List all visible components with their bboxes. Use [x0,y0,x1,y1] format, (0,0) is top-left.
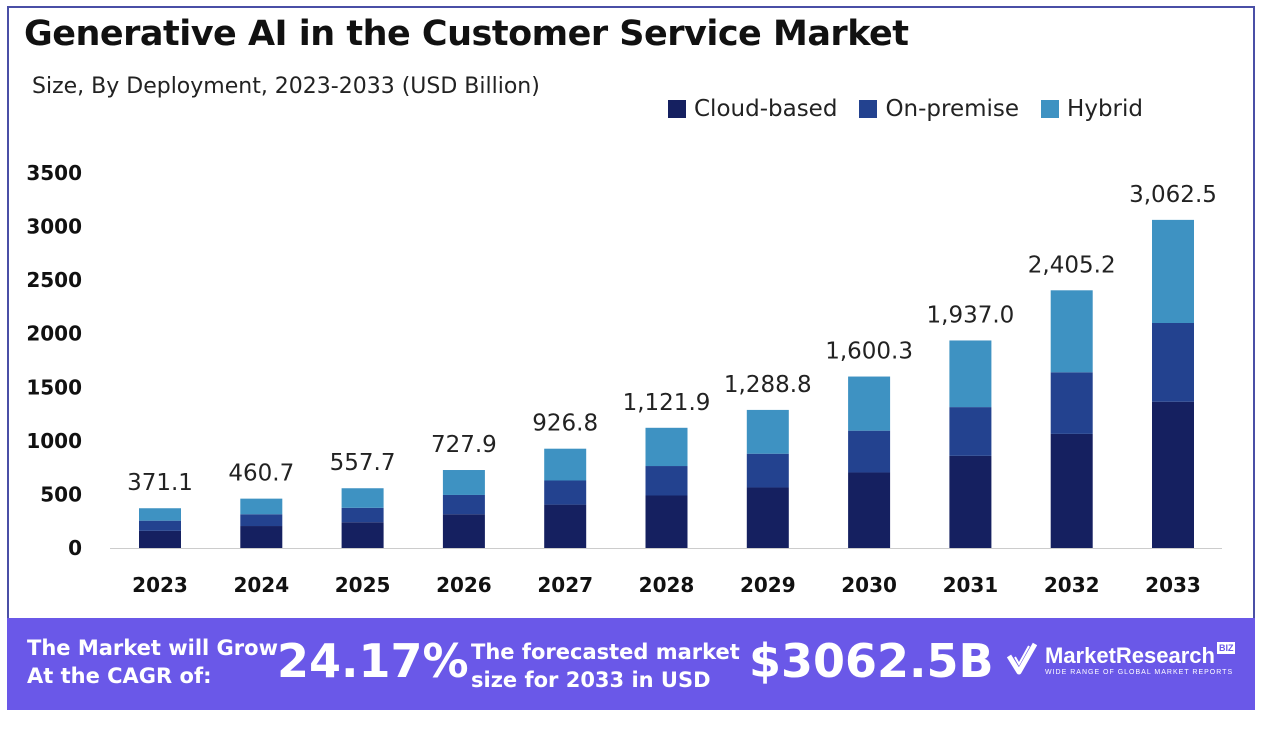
brand-name: MarketResearch BIZ [1045,641,1236,669]
legend-swatch-on-premise [859,100,878,118]
bar-segment-hybrid-2031 [949,340,992,408]
brand-tagline: WIDE RANGE OF GLOBAL MARKET REPORTS [1045,668,1234,676]
bar-segment-cloud-based-2026 [442,514,485,548]
bar-segment-on-premise-2027 [544,480,587,505]
x-tick-label: 2029 [740,573,796,597]
bar-segment-hybrid-2030 [848,376,891,431]
legend-label-on-premise: On-premise [885,96,1020,122]
legend: Cloud-based On-premise Hybrid [668,96,1143,122]
bar-segment-hybrid-2024 [240,498,283,515]
summary-banner: The Market will Grow At the CAGR of: 24.… [7,618,1255,710]
bar-segment-cloud-based-2028 [645,495,688,548]
y-tick-label: 0 [68,536,82,560]
legend-swatch-cloud [668,100,686,118]
bar-total-label: 557.7 [330,450,396,476]
bar-total-label: 926.8 [532,411,598,437]
y-tick-label: 500 [40,482,82,506]
bar-total-label: 460.7 [228,461,294,487]
bar-total-label: 371.1 [127,470,193,496]
legend-label-cloud: Cloud-based [694,96,838,122]
bar-segment-hybrid-2028 [645,427,688,467]
forecast-label: The forecasted market size for 2033 in U… [471,638,740,694]
bar-segment-cloud-based-2025 [341,522,384,548]
brand-name-text: MarketResearch [1045,642,1215,668]
y-tick-label: 3500 [26,161,82,185]
bar-total-label: 2,405.2 [1028,252,1116,278]
x-tick-label: 2033 [1145,573,1201,597]
y-tick-label: 2500 [26,268,82,292]
bar-segment-on-premise-2031 [949,407,992,456]
bar-segment-hybrid-2025 [341,488,384,508]
stacked-bar-chart: 0 500 1000 1500 2000 2500 3000 3500 371.1 2023 460… [26,161,1222,597]
x-tick-label: 2025 [335,573,391,597]
forecast-label-line1: The forecasted market [471,640,740,664]
bar-total-label: 1,937.0 [927,302,1015,328]
cagr-label-line1: The Market will Grow [27,636,278,660]
bar-segment-hybrid-2033 [1152,219,1194,323]
checkmark-logo-icon [1007,642,1037,675]
bar-segment-cloud-based-2033 [1152,401,1194,548]
y-tick-label: 1000 [26,429,82,453]
x-tick-label: 2028 [639,573,695,597]
brand-suffix: BIZ [1216,641,1236,654]
bar-segment-on-premise-2026 [442,494,485,515]
bar-segment-cloud-based-2029 [746,487,789,548]
brand-logo: MarketResearch BIZ WIDE RANGE OF GLOBAL M… [1007,641,1236,676]
bar-segment-hybrid-2023 [139,508,181,521]
bar-segment-cloud-based-2031 [949,455,992,548]
bar-segment-cloud-based-2032 [1050,433,1093,548]
legend-swatch-hybrid [1041,100,1060,118]
chart-frame [7,6,1255,710]
forecast-value: $3062.5B [749,634,994,688]
bar-total-label: 1,288.8 [724,372,812,398]
bar-segment-on-premise-2025 [341,507,384,523]
bar-segment-on-premise-2030 [848,430,891,473]
bar-segment-hybrid-2026 [442,470,485,495]
bar-segment-cloud-based-2023 [139,530,181,548]
legend-label-hybrid: Hybrid [1067,96,1143,122]
bar-segment-cloud-based-2027 [544,504,587,548]
bar-segment-on-premise-2028 [645,466,688,496]
x-tick-label: 2024 [233,573,289,597]
legend-item-hybrid: Hybrid [1041,96,1143,122]
bar-total-label: 1,600.3 [825,339,913,365]
bar-total-label: 727.9 [431,432,497,458]
y-tick-label: 3000 [26,215,82,239]
x-tick-label: 2023 [132,573,188,597]
chart-title: Generative AI in the Customer Service Ma… [24,14,909,54]
cagr-label-line2: At the CAGR of: [27,664,212,688]
forecast-label-line2: size for 2033 in USD [471,668,711,692]
bar-segment-on-premise-2023 [139,520,181,531]
bar-segment-on-premise-2024 [240,514,283,527]
chart-subtitle: Size, By Deployment, 2023-2033 (USD Bill… [32,74,540,99]
cagr-label: The Market will Grow At the CAGR of: [27,634,278,690]
bar-segment-hybrid-2032 [1050,290,1093,373]
cagr-value: 24.17% [277,634,469,688]
bar-total-label: 3,062.5 [1129,182,1217,208]
bar-segment-hybrid-2029 [746,409,789,454]
x-tick-label: 2032 [1044,573,1100,597]
y-tick-label: 1500 [26,375,82,399]
bar-segment-hybrid-2027 [544,448,587,481]
y-tick-label: 2000 [26,322,82,346]
bar-total-label: 1,121.9 [623,390,711,416]
legend-item-on-premise: On-premise [859,96,1019,122]
bar-segment-on-premise-2032 [1050,372,1093,434]
x-tick-label: 2030 [841,573,897,597]
bar-segment-cloud-based-2030 [848,472,891,548]
bar-segment-on-premise-2033 [1152,323,1194,402]
x-tick-label: 2031 [943,573,999,597]
bar-segment-on-premise-2029 [746,453,789,488]
bar-segment-cloud-based-2024 [240,526,283,548]
legend-item-cloud: Cloud-based [668,96,837,122]
x-tick-label: 2027 [537,573,593,597]
x-tick-label: 2026 [436,573,492,597]
